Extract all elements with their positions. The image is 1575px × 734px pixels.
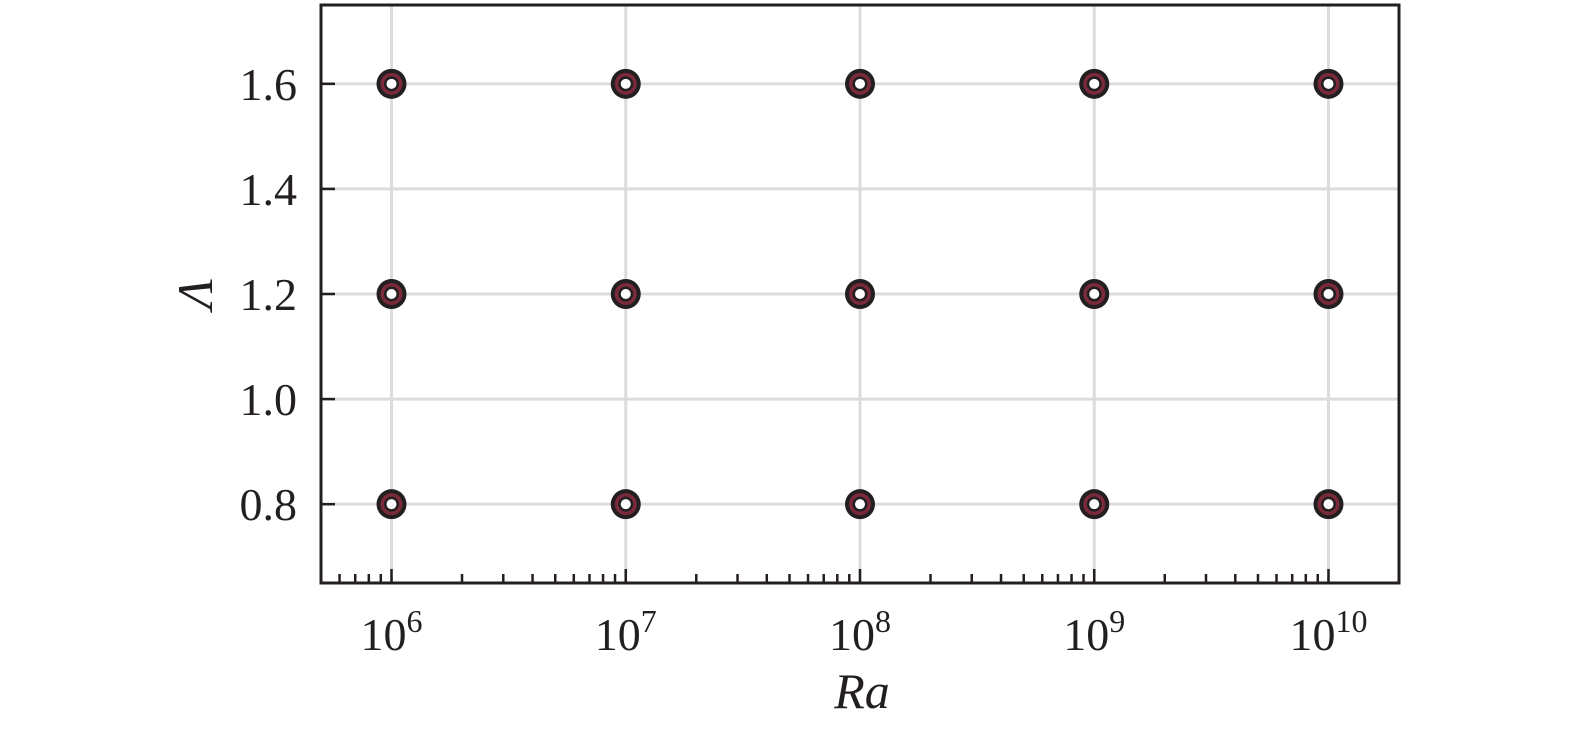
x-tick-label: 1010: [1289, 603, 1367, 660]
data-point: [610, 489, 641, 520]
data-point: [1313, 489, 1344, 520]
data-point-center: [386, 499, 397, 510]
data-point: [845, 489, 875, 520]
data-point-center: [1323, 289, 1334, 299]
x-tick-label: 107: [595, 603, 657, 660]
x-tick-label: 109: [1063, 603, 1125, 660]
x-minor-ticks: [319, 569, 1401, 583]
data-point-center: [1323, 78, 1334, 89]
data-point: [1079, 489, 1110, 520]
data-point: [1313, 279, 1344, 309]
data-point-center: [620, 289, 631, 299]
data-point-center: [620, 499, 631, 510]
x-tick-labels: 106 107 108 109 1010: [361, 603, 1368, 660]
data-point: [1079, 279, 1110, 309]
data-point-center: [1323, 499, 1334, 510]
data-point: [1079, 68, 1110, 99]
y-tick-label: 1.0: [240, 374, 298, 425]
data-point: [376, 68, 407, 99]
data-point: [376, 279, 407, 309]
data-point: [376, 489, 407, 520]
data-point-center: [855, 499, 865, 510]
data-point: [845, 279, 875, 309]
y-tick-label: 0.8: [240, 479, 298, 530]
x-tick-label: 106: [361, 603, 423, 660]
data-point-center: [620, 78, 631, 89]
data-point: [610, 68, 641, 99]
y-tick-label: 1.2: [240, 269, 298, 320]
data-point-center: [386, 289, 397, 299]
data-point-center: [855, 289, 865, 299]
data-point: [1313, 68, 1344, 99]
y-tick-label: 1.6: [240, 59, 298, 110]
data-point-center: [1089, 499, 1100, 510]
data-point-center: [386, 78, 397, 89]
y-tick-label: 1.4: [240, 164, 298, 215]
x-tick-label: 108: [829, 603, 891, 660]
x-axis-label: Ra: [833, 663, 890, 719]
data-point: [845, 68, 875, 99]
data-point: [610, 279, 641, 309]
data-point-center: [1089, 289, 1100, 299]
data-points: [376, 68, 1344, 520]
data-point-center: [855, 78, 865, 89]
data-point-center: [1089, 78, 1100, 89]
y-axis-label: Λ: [167, 279, 223, 313]
y-tick-labels: 0.8 1.0 1.2 1.4 1.6: [240, 59, 335, 530]
